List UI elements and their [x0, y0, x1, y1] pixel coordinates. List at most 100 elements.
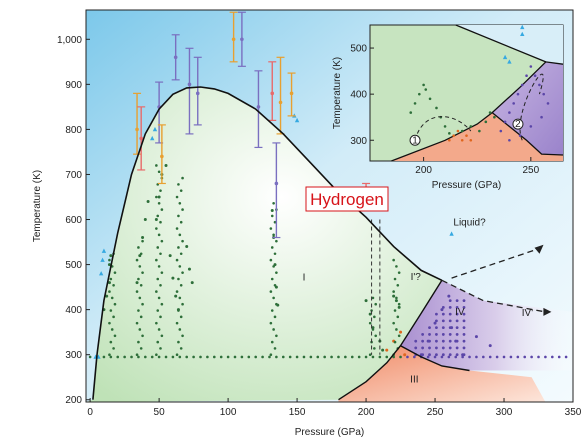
data-point	[254, 355, 257, 359]
data-point	[435, 339, 438, 343]
data-point	[428, 346, 431, 350]
data-point	[448, 299, 452, 303]
data-point	[495, 355, 499, 359]
data-point	[441, 326, 445, 330]
data-point	[109, 254, 113, 258]
data-point	[509, 355, 513, 359]
data-point	[261, 355, 264, 359]
inset-data-point	[484, 120, 488, 124]
data-point	[278, 100, 283, 105]
data-point	[395, 296, 398, 300]
data-point	[256, 105, 261, 109]
data-point	[135, 281, 139, 285]
inset-marker	[512, 118, 524, 130]
data-point	[152, 126, 158, 132]
data-point	[392, 294, 396, 298]
phase-label: III	[410, 375, 418, 386]
data-point	[175, 290, 179, 293]
data-point	[396, 284, 400, 287]
axes	[85, 9, 574, 403]
data-point	[448, 339, 452, 343]
data-point	[557, 355, 561, 359]
data-point	[137, 277, 140, 281]
inset-data-point	[448, 138, 451, 142]
data-point	[323, 355, 326, 359]
data-point	[455, 346, 459, 350]
data-point	[179, 189, 183, 192]
y-tick-label: 400	[65, 305, 82, 316]
data-point	[462, 353, 466, 357]
data-point	[177, 340, 180, 344]
inset-trajectory	[519, 73, 544, 141]
data-point	[181, 271, 184, 274]
data-point	[272, 201, 275, 205]
data-point	[177, 309, 180, 312]
data-point	[109, 309, 113, 312]
data-point	[488, 344, 492, 348]
data-point	[109, 340, 113, 344]
inset-data-point	[460, 138, 464, 142]
boundary-I-III	[338, 279, 443, 401]
data-point	[160, 302, 164, 306]
data-point	[393, 309, 397, 312]
data-point	[175, 353, 179, 356]
data-point	[181, 239, 184, 243]
data-point	[440, 355, 444, 359]
x-tick-label: 50	[154, 407, 166, 418]
data-point	[171, 355, 175, 359]
x-tick-label: 100	[220, 407, 237, 418]
data-point	[157, 296, 161, 300]
data-point	[270, 214, 274, 218]
data-point	[113, 302, 117, 306]
data-point	[178, 328, 182, 331]
data-point	[181, 176, 184, 180]
data-point	[112, 315, 115, 319]
data-point	[155, 353, 158, 356]
y-tick-label: 900	[65, 80, 82, 91]
data-point	[113, 271, 117, 274]
data-point	[381, 348, 385, 352]
data-point	[157, 170, 161, 174]
inset-y-axis-label: Temperature (K)	[332, 57, 343, 129]
inset-liquid-region	[455, 25, 563, 65]
data-point	[135, 258, 139, 262]
data-point	[177, 246, 180, 249]
plot-frame	[85, 9, 574, 403]
data-point	[428, 333, 431, 336]
data-point	[157, 265, 161, 268]
inset-data-point	[546, 102, 550, 105]
data-point	[144, 355, 147, 359]
inset-x-tick-label: 200	[415, 165, 432, 176]
data-point	[474, 335, 478, 339]
data-point	[428, 339, 431, 343]
data-point	[435, 353, 438, 357]
data-point	[397, 305, 401, 309]
data-point	[537, 355, 540, 359]
data-point	[268, 355, 271, 359]
data-point	[270, 91, 275, 96]
inset-data-point	[456, 129, 460, 133]
data-point	[139, 284, 143, 287]
data-point	[270, 309, 274, 312]
data-point	[155, 321, 158, 325]
inset-data-point	[520, 24, 525, 30]
data-point	[159, 189, 162, 192]
phase-label: Liquid?	[453, 217, 486, 228]
y-tick-label: 800	[65, 125, 82, 136]
data-point	[139, 252, 143, 256]
data-point	[175, 258, 179, 262]
data-point	[105, 294, 109, 298]
data-point	[110, 328, 114, 331]
data-point	[368, 312, 372, 316]
data-point	[433, 355, 437, 359]
data-point	[156, 214, 160, 218]
data-point	[100, 257, 105, 262]
chart-text: 0 50 100 150 200 250 300 350 200 300 400 500 600 700 8…	[32, 35, 582, 438]
inset-marker	[409, 134, 421, 146]
data-point	[544, 355, 547, 359]
data-point	[403, 353, 407, 357]
data-point	[123, 355, 126, 359]
inset-data-point	[507, 59, 512, 64]
data-point	[108, 258, 111, 262]
data-point	[523, 355, 527, 359]
